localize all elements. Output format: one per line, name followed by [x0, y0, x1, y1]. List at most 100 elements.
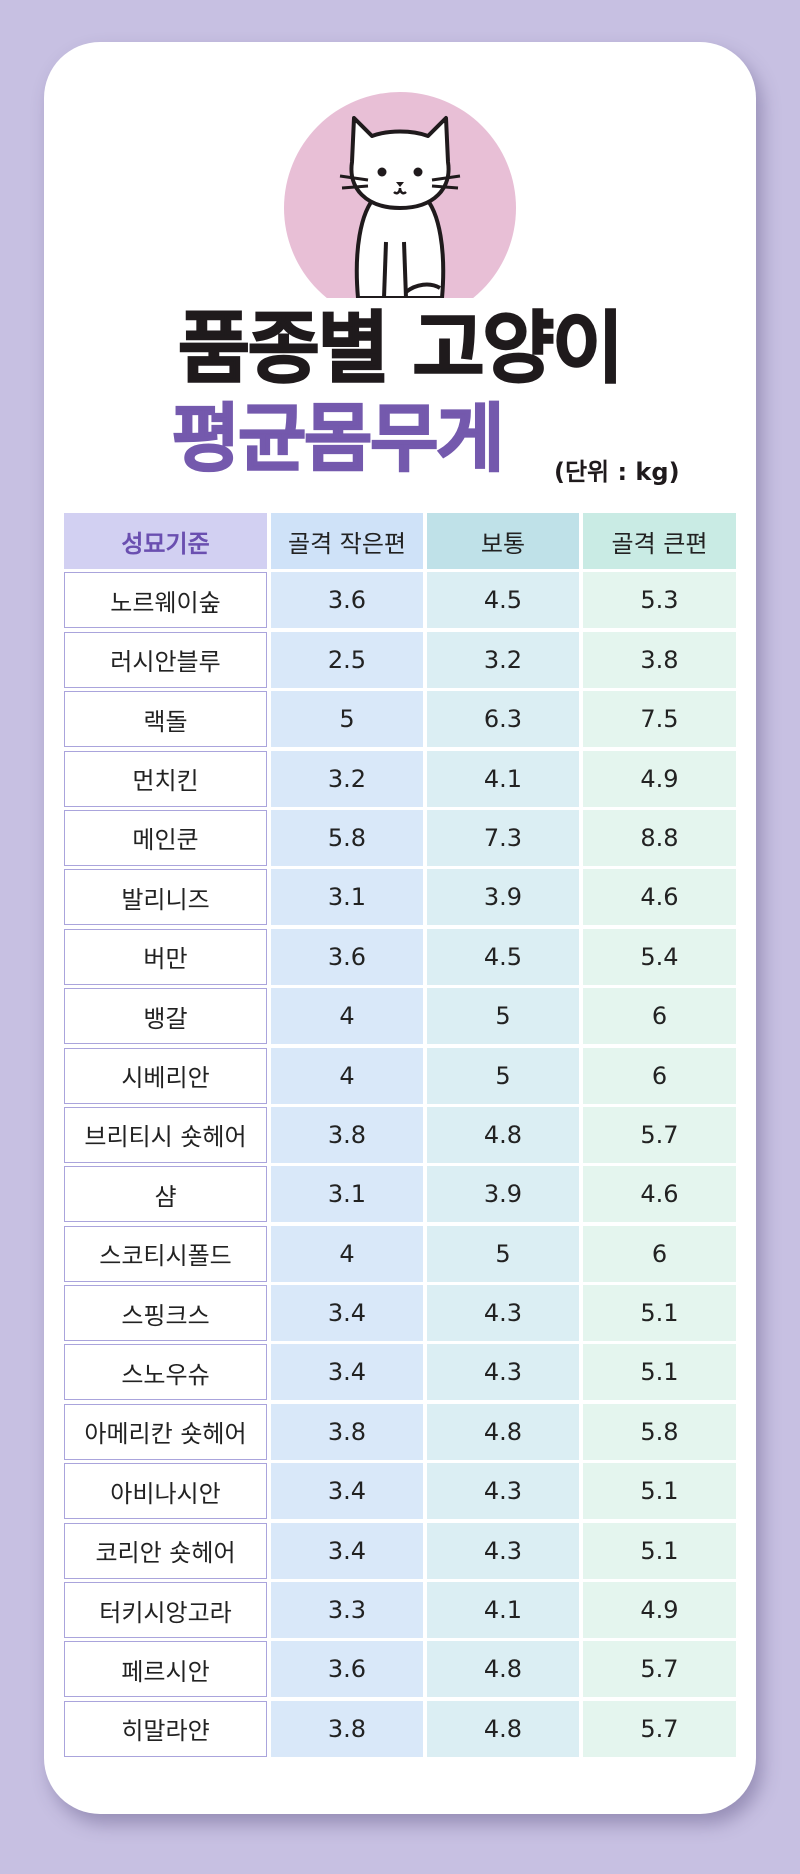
- small-frame-cell: 4: [271, 988, 423, 1045]
- table-row: 페르시안 3.6 4.8 5.7: [64, 1641, 736, 1700]
- normal-frame-cell: 6.3: [427, 691, 579, 748]
- header-cell-small: 골격 작은편: [271, 513, 423, 569]
- breed-cell: 시베리안: [64, 1047, 267, 1104]
- large-frame-cell: 5.4: [583, 928, 736, 985]
- large-frame-cell: 6: [583, 1047, 736, 1104]
- table-row: 히말라얀 3.8 4.8 5.7: [64, 1700, 736, 1760]
- normal-frame-cell: 4.8: [427, 1700, 579, 1757]
- large-frame-cell: 5.3: [583, 572, 736, 629]
- large-frame-cell: 5.1: [583, 1463, 736, 1520]
- small-frame-cell: 3.8: [271, 1106, 423, 1163]
- large-frame-cell: 4.6: [583, 869, 736, 926]
- breed-cell: 스핑크스: [64, 1285, 267, 1342]
- large-frame-cell: 5.1: [583, 1285, 736, 1342]
- normal-frame-cell: 4.8: [427, 1641, 579, 1698]
- breed-cell: 메인쿤: [64, 809, 267, 866]
- breed-cell: 코리안 숏헤어: [64, 1522, 267, 1579]
- breed-cell: 페르시안: [64, 1641, 267, 1698]
- large-frame-cell: 5.1: [583, 1522, 736, 1579]
- small-frame-cell: 3.3: [271, 1582, 423, 1639]
- normal-frame-cell: 5: [427, 1047, 579, 1104]
- table-row: 발리니즈 3.1 3.9 4.6: [64, 869, 736, 928]
- small-frame-cell: 3.4: [271, 1344, 423, 1401]
- table-row: 시베리안 4 5 6: [64, 1047, 736, 1107]
- table-row: 아메리칸 숏헤어 3.8 4.8 5.8: [64, 1403, 736, 1463]
- large-frame-cell: 5.7: [583, 1641, 736, 1698]
- table-row: 브리티시 숏헤어 3.8 4.8 5.7: [64, 1106, 736, 1166]
- small-frame-cell: 3.4: [271, 1285, 423, 1342]
- normal-frame-cell: 5: [427, 1225, 579, 1282]
- table-row: 스노우슈 3.4 4.3 5.1: [64, 1344, 736, 1403]
- large-frame-cell: 3.8: [583, 631, 736, 688]
- normal-frame-cell: 4.3: [427, 1285, 579, 1342]
- normal-frame-cell: 3.9: [427, 869, 579, 926]
- small-frame-cell: 3.4: [271, 1463, 423, 1520]
- table-row: 뱅갈 4 5 6: [64, 988, 736, 1047]
- table-row: 터키시앙고라 3.3 4.1 4.9: [64, 1582, 736, 1641]
- title-line-2: 평균몸무게: [171, 396, 505, 482]
- table-row: 샴 3.1 3.9 4.6: [64, 1166, 736, 1225]
- small-frame-cell: 3.6: [271, 928, 423, 985]
- small-frame-cell: 3.8: [271, 1700, 423, 1757]
- small-frame-cell: 5: [271, 691, 423, 748]
- normal-frame-cell: 3.9: [427, 1166, 579, 1223]
- breed-cell: 스노우슈: [64, 1344, 267, 1401]
- small-frame-cell: 2.5: [271, 631, 423, 688]
- table-row: 메인쿤 5.8 7.3 8.8: [64, 809, 736, 869]
- small-frame-cell: 5.8: [271, 809, 423, 866]
- small-frame-cell: 3.8: [271, 1403, 423, 1460]
- small-frame-cell: 4: [271, 1225, 423, 1282]
- breed-cell: 샴: [64, 1166, 267, 1223]
- large-frame-cell: 7.5: [583, 691, 736, 748]
- breed-cell: 발리니즈: [64, 869, 267, 926]
- unit-label: (단위 : kg): [554, 458, 680, 486]
- normal-frame-cell: 4.3: [427, 1522, 579, 1579]
- normal-frame-cell: 4.5: [427, 572, 579, 629]
- table-row: 랙돌 5 6.3 7.5: [64, 691, 736, 750]
- small-frame-cell: 3.2: [271, 750, 423, 807]
- large-frame-cell: 6: [583, 1225, 736, 1282]
- breed-cell: 터키시앙고라: [64, 1582, 267, 1639]
- normal-frame-cell: 7.3: [427, 809, 579, 866]
- table-row: 아비나시안 3.4 4.3 5.1: [64, 1463, 736, 1522]
- normal-frame-cell: 4.1: [427, 750, 579, 807]
- cat-illustration: [284, 92, 516, 298]
- table-row: 먼치킨 3.2 4.1 4.9: [64, 750, 736, 810]
- normal-frame-cell: 4.8: [427, 1106, 579, 1163]
- normal-frame-cell: 4.3: [427, 1344, 579, 1401]
- header-cell-large: 골격 큰편: [583, 513, 736, 569]
- small-frame-cell: 3.1: [271, 869, 423, 926]
- header-cell-basis: 성묘기준: [64, 513, 267, 569]
- table-row: 코리안 숏헤어 3.4 4.3 5.1: [64, 1522, 736, 1582]
- small-frame-cell: 3.4: [271, 1522, 423, 1579]
- breed-cell: 랙돌: [64, 691, 267, 748]
- table-row: 버만 3.6 4.5 5.4: [64, 928, 736, 988]
- normal-frame-cell: 4.1: [427, 1582, 579, 1639]
- breed-cell: 히말라얀: [64, 1700, 267, 1757]
- normal-frame-cell: 4.5: [427, 928, 579, 985]
- small-frame-cell: 3.1: [271, 1166, 423, 1223]
- weight-table: 성묘기준 골격 작은편 보통 골격 큰편 노르웨이숲 3.6 4.5 5.3 러시안블루…: [64, 513, 736, 1760]
- cat-icon: [284, 92, 516, 298]
- large-frame-cell: 4.9: [583, 1582, 736, 1639]
- large-frame-cell: 8.8: [583, 809, 736, 866]
- table-row: 스코티시폴드 4 5 6: [64, 1225, 736, 1285]
- breed-cell: 노르웨이숲: [64, 572, 267, 629]
- small-frame-cell: 4: [271, 1047, 423, 1104]
- large-frame-cell: 5.7: [583, 1700, 736, 1757]
- table-body: 노르웨이숲 3.6 4.5 5.3 러시안블루 2.5 3.2 3.8 랙돌 5 6.3 7.5 먼치킨…: [64, 572, 736, 1760]
- normal-frame-cell: 4.3: [427, 1463, 579, 1520]
- large-frame-cell: 4.6: [583, 1166, 736, 1223]
- title-line-1: 품종별 고양이: [177, 304, 625, 394]
- normal-frame-cell: 4.8: [427, 1403, 579, 1460]
- breed-cell: 브리티시 숏헤어: [64, 1106, 267, 1163]
- table-row: 노르웨이숲 3.6 4.5 5.3: [64, 572, 736, 631]
- normal-frame-cell: 5: [427, 988, 579, 1045]
- header-cell-normal: 보통: [427, 513, 579, 569]
- large-frame-cell: 6: [583, 988, 736, 1045]
- breed-cell: 뱅갈: [64, 988, 267, 1045]
- table-header-row: 성묘기준 골격 작은편 보통 골격 큰편: [64, 513, 736, 572]
- breed-cell: 아메리칸 숏헤어: [64, 1403, 267, 1460]
- breed-cell: 러시안블루: [64, 631, 267, 688]
- breed-cell: 아비나시안: [64, 1463, 267, 1520]
